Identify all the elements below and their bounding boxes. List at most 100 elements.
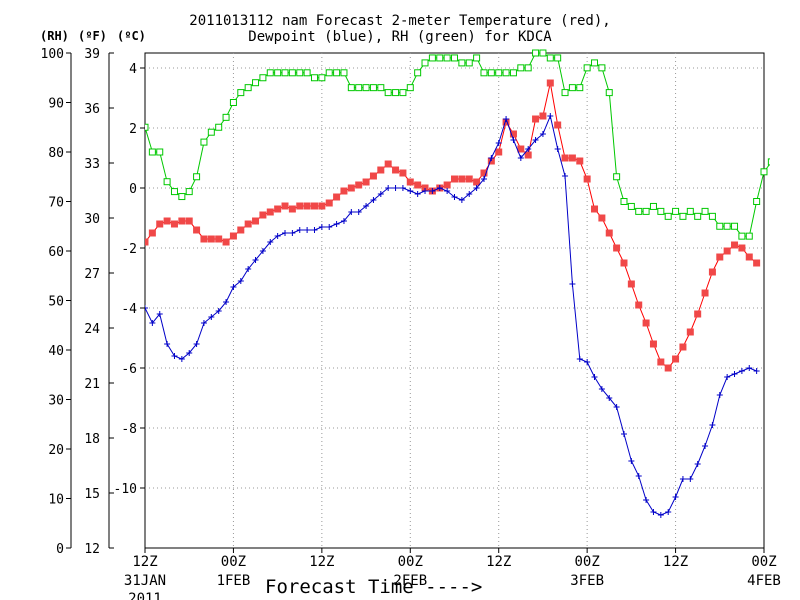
temperature-point (384, 160, 392, 168)
rh-point (672, 207, 680, 215)
dewpoint-point (473, 185, 480, 191)
x-tick-label: 00Z (221, 554, 246, 570)
dewpoint-point (444, 188, 451, 194)
rh-point (421, 59, 429, 67)
fahrenheit-tick-label: 21 (84, 377, 100, 392)
temperature-point (156, 220, 164, 228)
dewpoint-point (635, 473, 642, 479)
rh-point (731, 222, 739, 230)
rh-point (495, 69, 503, 77)
rh-point (473, 54, 481, 62)
fahrenheit-tick-label: 27 (84, 267, 100, 282)
rh-point (546, 54, 554, 62)
dewpoint-point (687, 476, 694, 482)
temperature-point (694, 310, 702, 318)
dewpoint-point (643, 497, 650, 503)
temperature-point (193, 226, 201, 234)
dewpoint-point (326, 224, 333, 230)
rh-point (288, 69, 296, 77)
x-axis-title: Forecast Time ----> (265, 576, 483, 598)
temperature-point (753, 259, 761, 267)
rh-point (200, 138, 208, 146)
temperature-point (635, 301, 643, 309)
rh-point (178, 193, 186, 201)
temperature-point (495, 148, 503, 156)
temperature-point (281, 202, 289, 210)
rh-point (310, 74, 318, 82)
fahrenheit-tick-label: 24 (84, 322, 100, 337)
fahrenheit-tick-label: 12 (84, 542, 100, 557)
temperature-point (222, 238, 230, 246)
dewpoint-point (488, 155, 495, 161)
x-year-label: 2011 (128, 591, 162, 600)
rh-tick-label: 90 (48, 97, 64, 112)
x-date-label: 2FEB (393, 573, 427, 589)
rh-point (760, 168, 768, 176)
temperature-point (701, 289, 709, 297)
rh-point (207, 128, 215, 136)
rh-point (325, 69, 333, 77)
x-tick-label: 12Z (132, 554, 157, 570)
dewpoint-point (407, 188, 414, 194)
series-line-dewpoint (145, 114, 757, 516)
rh-point (274, 69, 282, 77)
rh-point (333, 69, 341, 77)
series-line-temperature (145, 82, 757, 369)
dewpoint-point (517, 155, 524, 161)
rh-tick-label: 10 (48, 493, 64, 508)
dewpoint-point (363, 203, 370, 209)
rh-point (554, 54, 562, 62)
dewpoint-point (193, 341, 200, 347)
temperature-point (546, 79, 554, 87)
rh-point (679, 212, 687, 220)
dewpoint-point (554, 146, 561, 152)
series-temperature (145, 79, 761, 372)
dewpoint-point (422, 188, 429, 194)
temperature-point (458, 175, 466, 183)
temperature-point (480, 169, 488, 177)
fahrenheit-axis-header: (ºF) (78, 29, 107, 43)
temperature-point (185, 217, 193, 225)
temperature-point (145, 238, 149, 246)
fahrenheit-tick-label: 30 (84, 212, 100, 227)
rh-point (193, 173, 201, 181)
temperature-point (296, 202, 304, 210)
temperature-point (524, 151, 532, 159)
temperature-point (163, 217, 171, 225)
temperature-point (333, 193, 341, 201)
dewpoint-point (145, 305, 148, 311)
temperature-point (414, 181, 422, 189)
dewpoint-point (613, 404, 620, 410)
temperature-point (178, 217, 186, 225)
temperature-point (605, 229, 613, 237)
dewpoint-point (466, 191, 473, 197)
dewpoint-point (576, 356, 583, 362)
rh-point (244, 84, 252, 92)
dewpoint-point (503, 116, 510, 122)
temperature-point (310, 202, 318, 210)
rh-point (642, 207, 650, 215)
rh-point (281, 69, 289, 77)
rh-tick-label: 50 (48, 295, 64, 310)
temperature-point (591, 205, 599, 213)
dewpoint-point (451, 194, 458, 200)
rh-point (384, 89, 392, 97)
dewpoint-point (318, 224, 325, 230)
rh-point (428, 54, 436, 62)
rh-point (627, 202, 635, 210)
temperature-point (723, 247, 731, 255)
dewpoint-point (495, 140, 502, 146)
rh-tick-label: 40 (48, 344, 64, 359)
temperature-point (325, 199, 333, 207)
dewpoint-point (348, 209, 355, 215)
rh-point (532, 49, 540, 57)
dewpoint-point (746, 365, 753, 371)
dewpoint-point (333, 221, 340, 227)
dewpoint-point (458, 197, 465, 203)
dewpoint-point (702, 443, 709, 449)
rh-tick-label: 30 (48, 394, 64, 409)
rh-point (620, 198, 628, 205)
dewpoint-point (679, 476, 686, 482)
rh-point (406, 84, 414, 92)
